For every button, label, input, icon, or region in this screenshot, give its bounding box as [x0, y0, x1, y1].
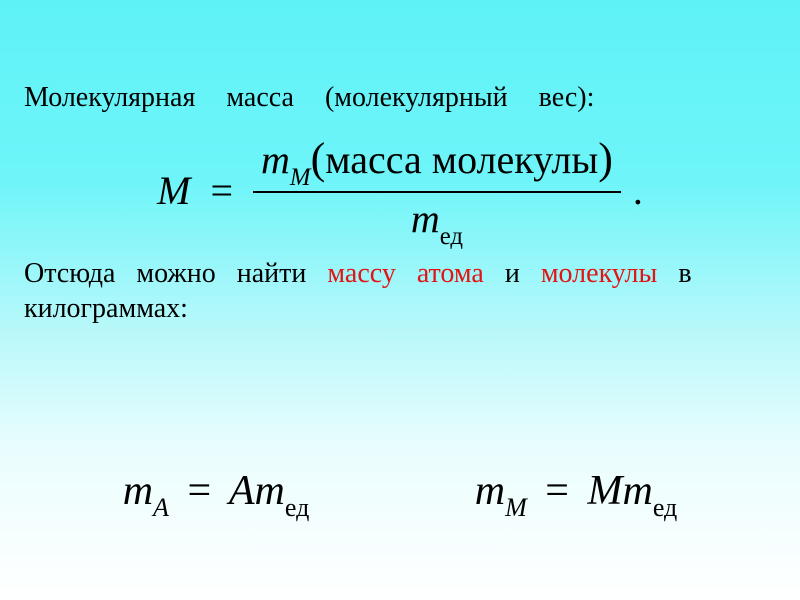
fbr-lhs-var: m — [475, 468, 505, 514]
heading-word-1: Молекулярная — [24, 82, 195, 113]
heading-word-2: масса — [226, 82, 294, 113]
sub-w3: найти — [237, 258, 307, 289]
slide-content: Молекулярная масса (молекулярный вес): M… — [0, 0, 800, 600]
formula-main-fraction: mM(масса молекулы) mед — [253, 133, 621, 248]
formula-period: . — [633, 167, 643, 214]
num-var: m — [261, 137, 290, 182]
sub-r1: массу — [327, 258, 395, 289]
fbl-lhs-sub: A — [153, 493, 169, 522]
formula-main-lhs: M — [157, 167, 190, 214]
fbr-equals: = — [537, 468, 577, 514]
formula-bottom-left: mA = Amед — [123, 467, 310, 520]
formula-main: M = mM(масса молекулы) mед . — [20, 133, 780, 248]
sub-w4: и — [505, 258, 520, 289]
heading-word-4: вес): — [539, 82, 595, 113]
num-sub: M — [290, 164, 311, 191]
sub-text-row2: килограммах: — [24, 291, 776, 326]
fraction-denominator: mед — [403, 195, 471, 248]
fbl-rhs-sub: ед — [285, 493, 309, 522]
fbr-lhs-sub: M — [505, 493, 527, 522]
fbl-equals: = — [179, 468, 219, 514]
paren-close: ) — [598, 134, 613, 183]
sub-text: Отсюда можно найти массу атома и молекул… — [20, 256, 780, 326]
sub-w6: килограммах: — [24, 293, 188, 324]
den-sub: ед — [440, 223, 463, 250]
sub-w1: Отсюда — [24, 258, 115, 289]
fbr-rhs-coef: M — [587, 468, 622, 514]
fbr-rhs-sub: ед — [653, 493, 677, 522]
formulas-bottom-row: mA = Amед mM = Mmед — [0, 467, 800, 520]
heading-line: Молекулярная масса (молекулярный вес): — [20, 80, 780, 115]
equals-sign: = — [202, 167, 241, 214]
fraction-numerator: mM(масса молекулы) — [253, 133, 621, 189]
fraction-bar — [253, 191, 621, 193]
fbl-rhs-var: m — [255, 468, 285, 514]
sub-r2: атома — [417, 258, 484, 289]
fbr-rhs-var: m — [622, 468, 652, 514]
fbl-lhs-var: m — [123, 468, 153, 514]
formula-bottom-right: mM = Mmед — [475, 467, 678, 520]
den-var: m — [411, 196, 440, 241]
paren-open: ( — [311, 134, 326, 183]
fbl-rhs-coef: A — [229, 468, 255, 514]
num-paren-text: масса молекулы — [325, 137, 598, 182]
sub-w2: можно — [136, 258, 215, 289]
sub-r3: молекулы — [541, 258, 658, 289]
heading-word-3: (молекулярный — [325, 82, 508, 113]
sub-text-row1: Отсюда можно найти массу атома и молекул… — [24, 256, 776, 291]
sub-w5: в — [678, 258, 691, 289]
